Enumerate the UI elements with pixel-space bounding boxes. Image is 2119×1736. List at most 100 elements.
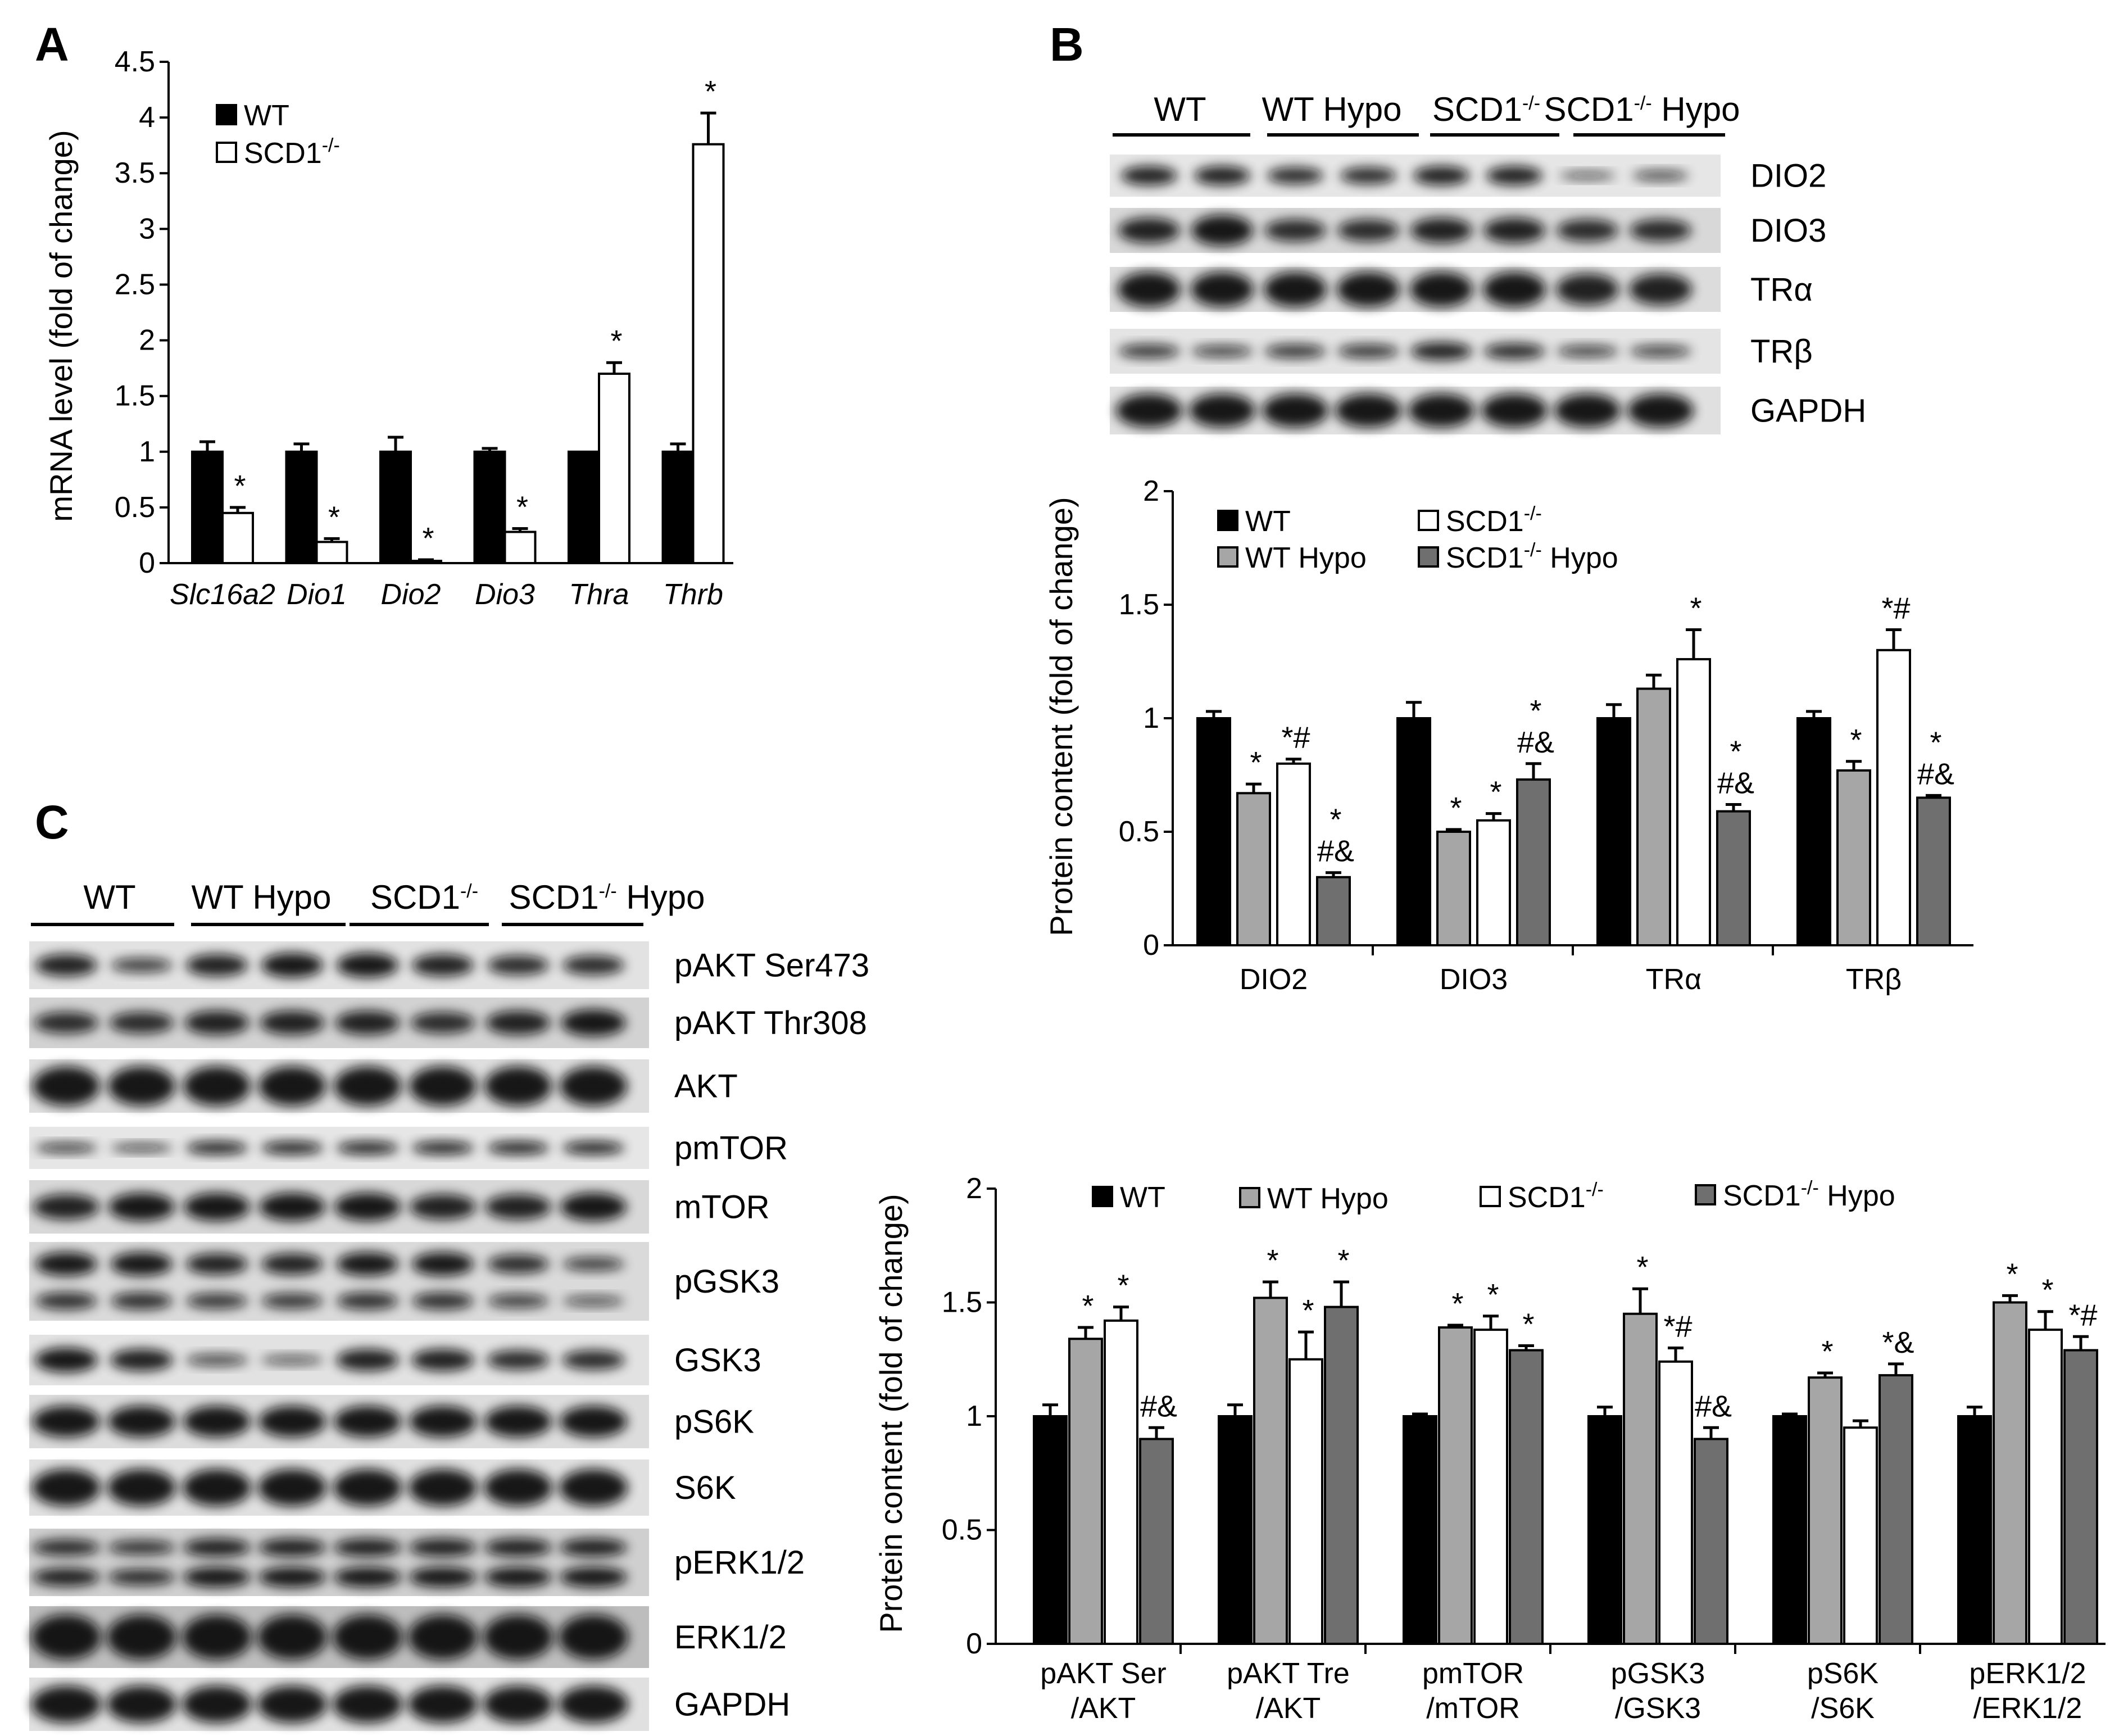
bar [1772,1415,1807,1645]
significance-label: * [1636,1250,1648,1284]
blot-band [35,1348,98,1372]
significance-line: #& [1140,1389,1177,1423]
blot-band [1194,166,1250,185]
blot-band [33,1406,100,1438]
blot-band [1121,166,1177,185]
category-label-line: pAKT Tre [1227,1657,1350,1690]
legend-label: WT Hypo [1245,542,1367,574]
category-label-line: Dio1 [287,578,347,611]
panel-letter-b: B [1050,18,1084,71]
blot-row-label: pS6K [674,1404,754,1440]
legend-label: SCD1-/- [244,135,340,170]
significance-line: * [1117,1269,1129,1303]
blot-band [484,1066,552,1106]
category-label-line: Thra [569,578,629,611]
blot-band [410,1194,476,1220]
bar [1694,1438,1728,1645]
bar [285,450,318,564]
bar [692,143,725,564]
blot-band [408,1685,478,1723]
bar [1104,1319,1138,1645]
legend-swatch [1217,510,1238,531]
blot-band [487,1294,549,1308]
blot-band [108,1540,175,1555]
y-tick-label: 2 [1143,475,1159,507]
category-label: Thra [569,578,629,611]
bar [2063,1349,2098,1646]
blot-band [560,1567,627,1588]
significance-label: * [1267,1244,1278,1277]
panel-letter-c: C [35,796,69,849]
blot-band [337,1252,398,1276]
blot-band [562,1141,624,1155]
significance-label: * [610,324,622,358]
bar [315,541,348,564]
y-tick-label: 4.5 [115,46,155,78]
blot-row-label: GSK3 [674,1342,761,1379]
category-label: DIO3 [1440,963,1508,996]
significance-line: *# [2068,1298,2097,1332]
legend-swatch [216,142,237,163]
y-tick-label: 1 [1143,702,1159,735]
blot-band [186,1293,248,1309]
significance-label: * [1487,1278,1499,1312]
blot-band [1118,217,1180,243]
blot-group-label-main: SCD1 [1432,90,1522,128]
blot-band [559,1469,628,1506]
blot-band [1264,344,1326,359]
blot-band [111,1292,173,1310]
y-tick-label: 2.5 [115,268,155,301]
y-tick-label: 0 [1143,929,1159,962]
bar [1276,762,1311,947]
blot-band [562,1257,624,1271]
blot-band [33,1066,100,1106]
blot-band [111,1252,173,1276]
significance-line: * [2041,1273,2053,1307]
category-label-line: pS6K [1807,1657,1879,1690]
blot-band [1408,393,1474,428]
blot-band [485,1194,551,1220]
blot-band [560,1538,627,1557]
significance-label: * [516,491,528,524]
blot-band [1410,217,1472,243]
blot-row-label: TRα [1750,271,1813,308]
category-label: pERK1/2/ERK1/2 [1969,1657,2086,1725]
blot-band [35,1252,97,1276]
bar [1316,876,1351,947]
significance-label: * [2041,1273,2053,1307]
significance-label: * [1250,746,1262,779]
blot-band [483,1685,553,1723]
blot-band [33,1539,100,1556]
significance-label: * [705,75,716,108]
blot-band [183,1406,251,1438]
blot-group-label: SCD1-/- [1432,90,1540,128]
significance-line: * [1451,1287,1463,1321]
significance-line: *# [1663,1310,1692,1344]
y-tick-label: 1 [139,436,155,468]
bar [1288,1358,1323,1645]
significance-line: * [422,522,434,555]
blot-band [182,1685,252,1723]
bar [1516,778,1551,946]
blot-band [487,1254,549,1273]
blot-band [1340,167,1396,184]
bar [1876,649,1911,947]
blot-band [1483,217,1545,243]
legend-label: WT Hypo [1267,1182,1389,1215]
bar [1476,819,1511,947]
blot-band [183,1469,251,1506]
chart-a: mRNA level (fold of change) 0 0.5 1 1.5 2 2.5… [43,46,733,611]
bar [1324,1306,1359,1646]
blot-band [412,1252,474,1276]
legend-label-main: SCD1 [1446,505,1524,538]
blot-band [35,954,97,977]
legend-swatch [1695,1184,1716,1205]
bar [1403,1415,1437,1645]
significance-label: * [1490,776,1501,809]
blot-group-label: WT Hypo [192,878,332,916]
blot-group-label-rest: Hypo [617,878,705,916]
chart-c-ylabel: Protein content (fold of change) [873,1194,909,1633]
blot-row-label: S6K [674,1470,736,1506]
blot-band [412,1141,474,1155]
